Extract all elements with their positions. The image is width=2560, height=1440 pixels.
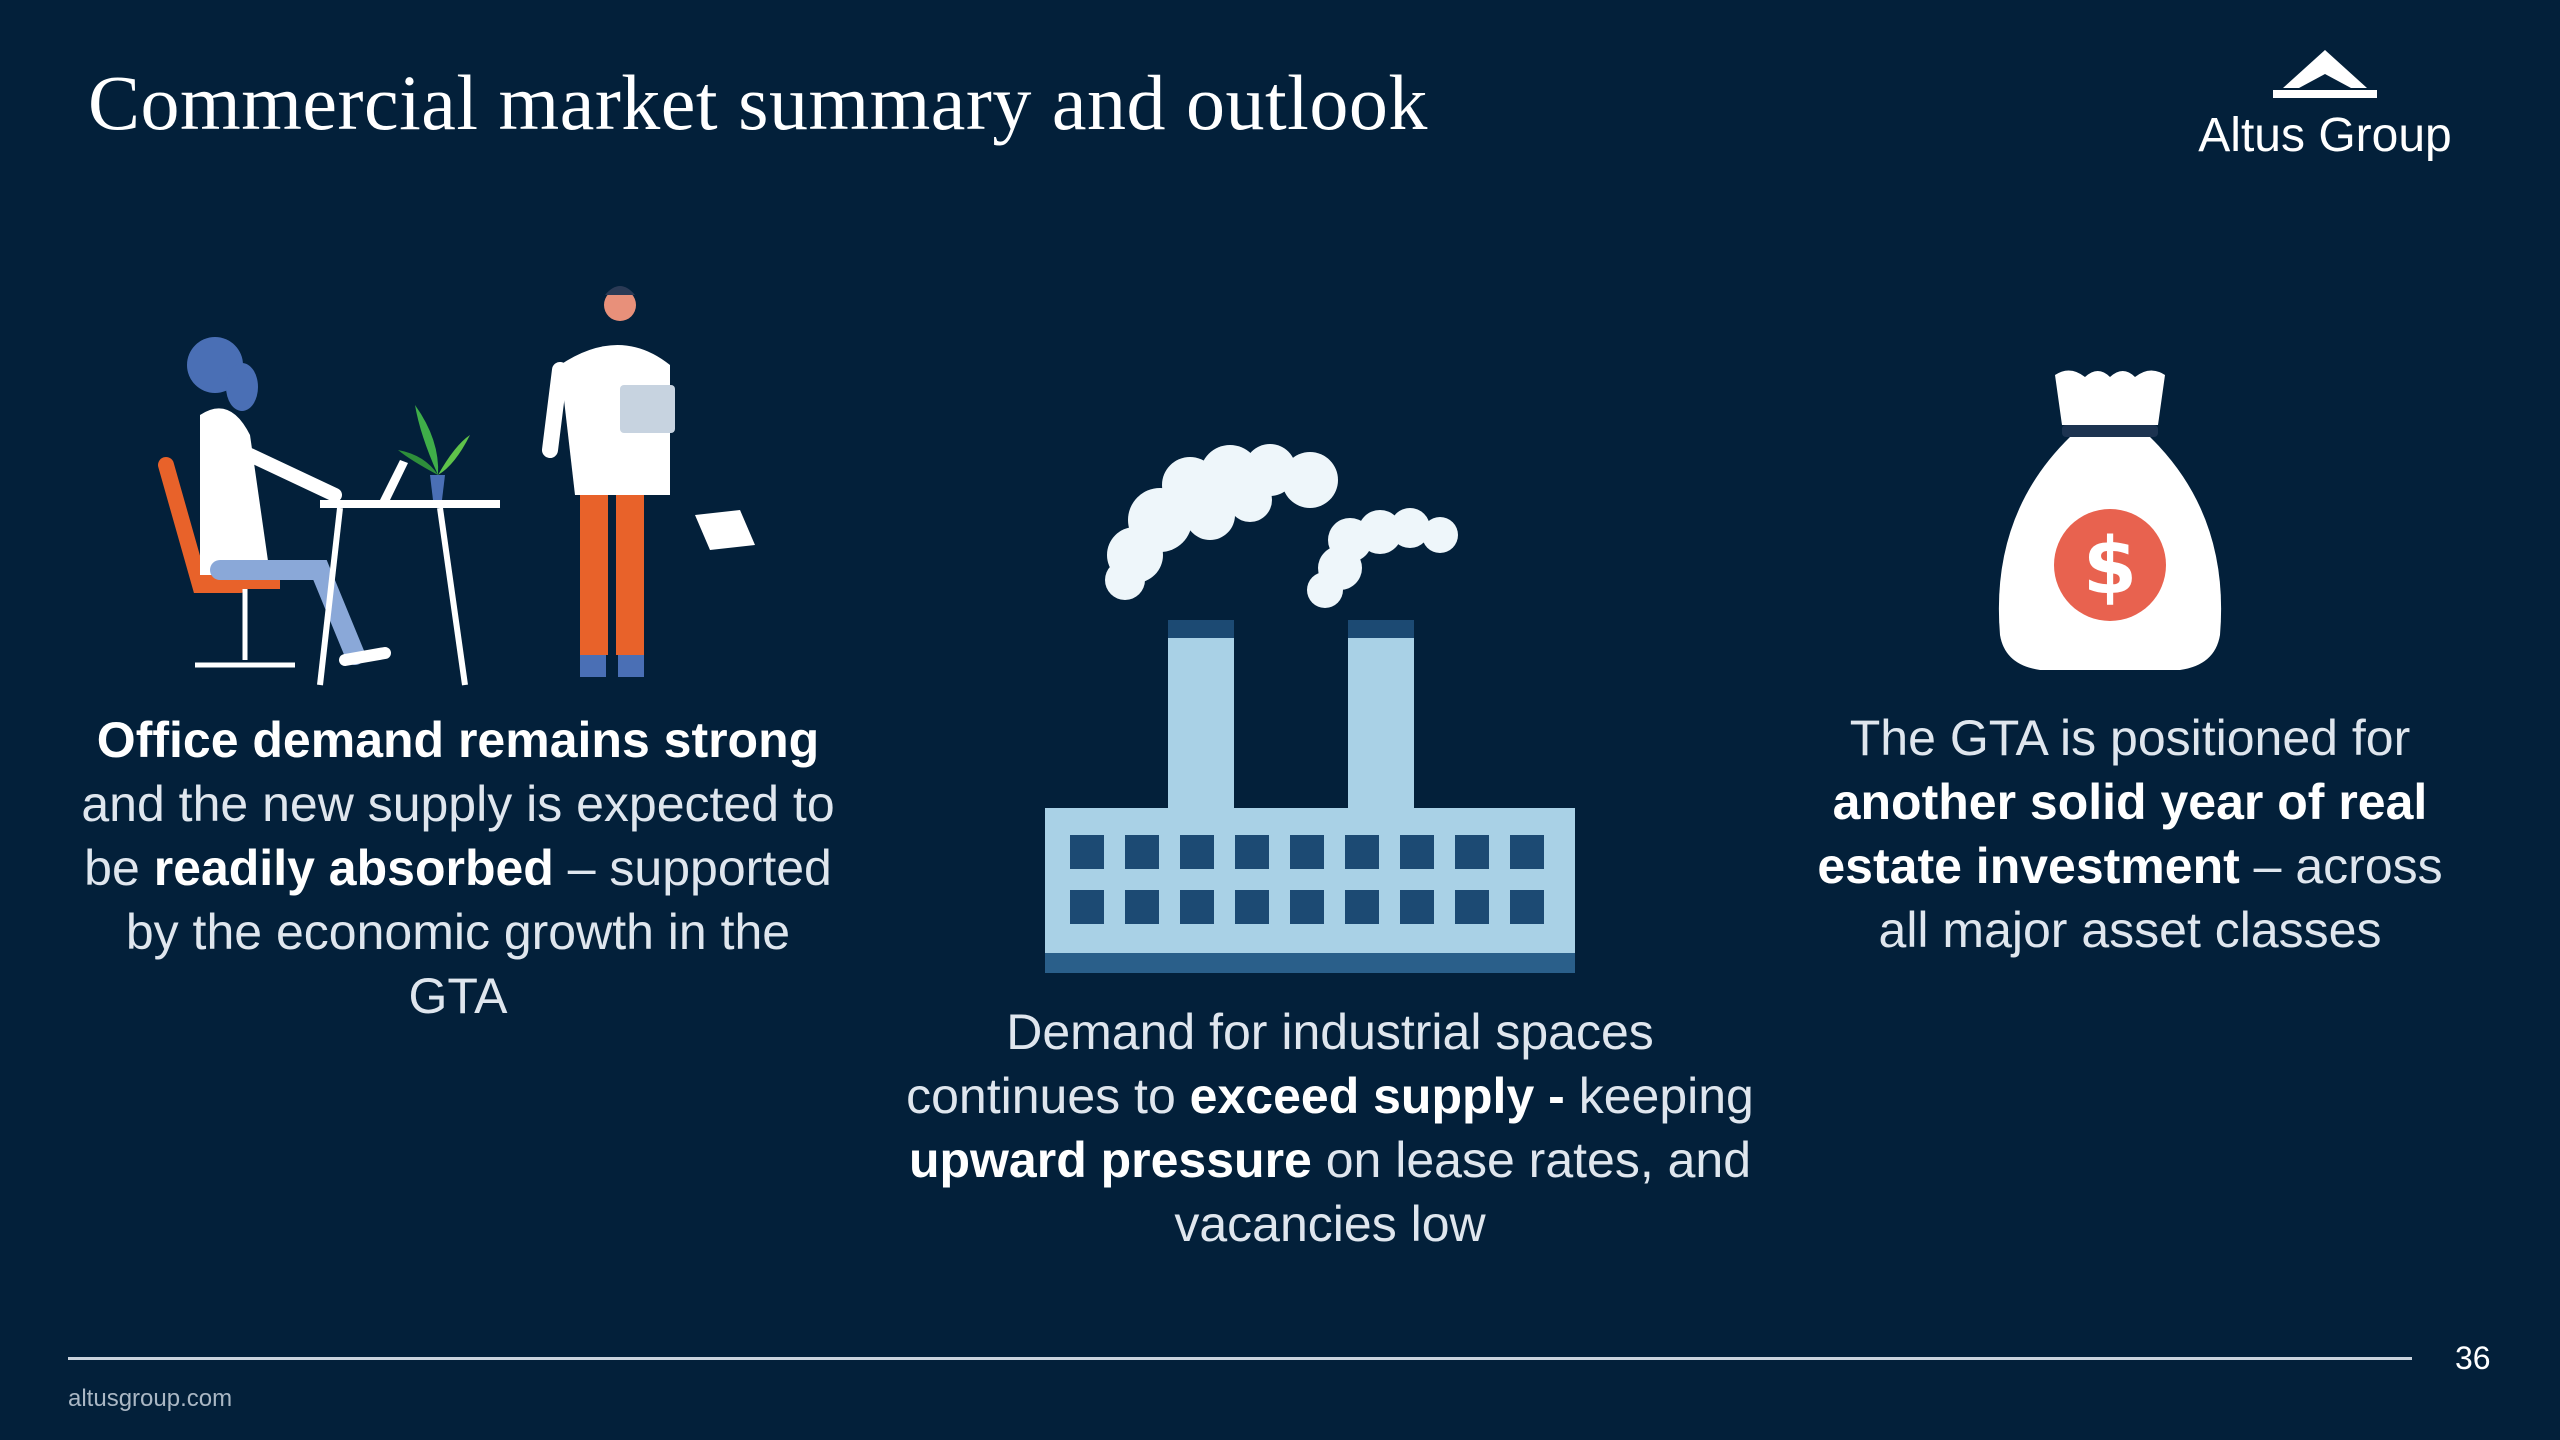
text-span-4: – supported by the economic growth in th… xyxy=(125,840,832,1024)
text-span-2: and the new supply is expected to be xyxy=(81,776,835,896)
text-span-3: – across all major asset classes xyxy=(1878,838,2443,958)
industrial-demand-text: Demand for industrial spaces continues t… xyxy=(900,1000,1760,1256)
footer-divider xyxy=(68,1357,2412,1360)
page-title: Commercial market summary and outlook xyxy=(88,59,1428,146)
altus-group-logo: Altus Group xyxy=(2185,48,2465,168)
page-number: 36 xyxy=(2455,1340,2491,1376)
text-bold-1: Office demand remains strong xyxy=(96,712,820,768)
text-bold-4: upward pressure xyxy=(908,1132,1312,1188)
footer-url: altusgroup.com xyxy=(68,1385,233,1412)
office-demand-text: Office demand remains strong and the new… xyxy=(78,708,838,1028)
text-span-3: keeping xyxy=(1564,1068,1754,1124)
money-bag-illustration: $ xyxy=(1998,370,2222,670)
altus-logo-mark-icon xyxy=(2273,50,2377,98)
office-workers-illustration xyxy=(158,286,755,686)
text-span-1: Demand for industrial spaces continues t… xyxy=(906,1004,1654,1124)
svg-text:$: $ xyxy=(2083,522,2137,612)
text-bold-3: readily absorbed xyxy=(153,840,554,896)
text-span-5: on lease rates, and vacancies low xyxy=(1174,1132,1752,1252)
factory-illustration xyxy=(1045,444,1575,973)
logo-text: Altus Group xyxy=(2198,109,2452,162)
investment-text: The GTA is positioned for another solid … xyxy=(1790,706,2470,962)
text-bold-2: exceed supply - xyxy=(1189,1068,1565,1124)
text-bold-2: another solid year of real estate invest… xyxy=(1817,774,2428,894)
text-span-1: The GTA is positioned for xyxy=(1849,710,2411,766)
